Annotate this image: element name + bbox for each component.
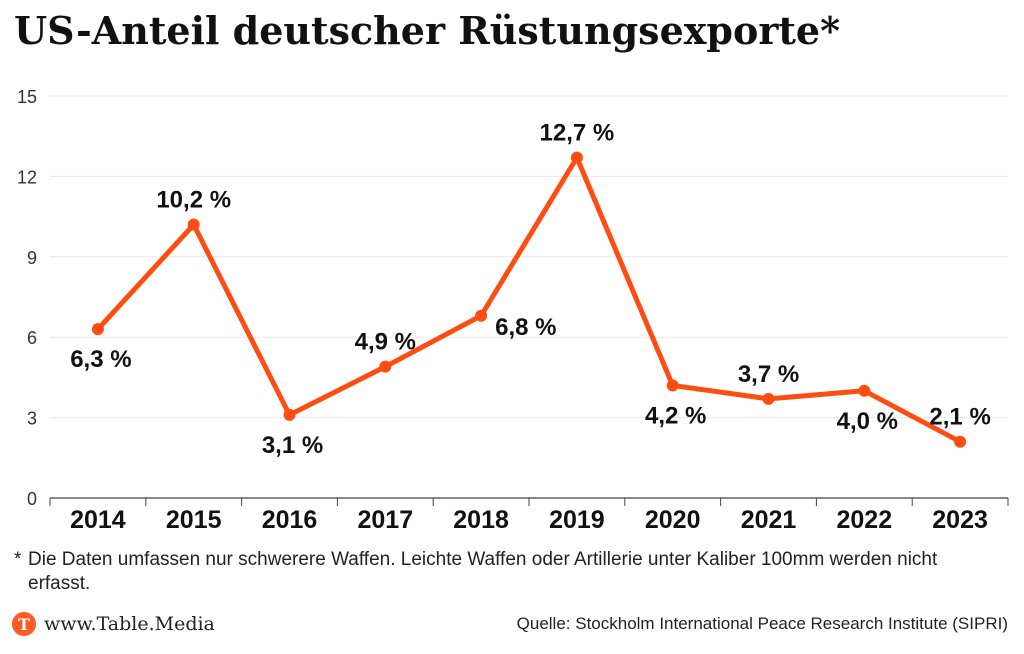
data-point-2016 [283, 408, 296, 421]
data-label-2015: 10,2 % [156, 187, 231, 214]
data-point-2021 [762, 392, 775, 405]
footer: T www.Table.Media Quelle: Stockholm Inte… [12, 612, 1008, 640]
brand-link[interactable]: www.Table.Media [44, 613, 215, 635]
data-label-2018: 6,8 % [495, 314, 556, 341]
x-tick-label-2022: 2022 [836, 506, 892, 534]
x-tick-label-2017: 2017 [357, 506, 413, 534]
gridlines [50, 95, 1008, 419]
data-label-2021: 3,7 % [738, 361, 799, 388]
data-label-2014: 6,3 % [70, 346, 131, 373]
y-tick-label-15: 15 [17, 87, 37, 107]
x-tick-label-2023: 2023 [932, 506, 988, 534]
data-label-2020: 4,2 % [645, 402, 706, 429]
footnote-text: Die Daten umfassen nur schwerere Waffen.… [28, 549, 938, 594]
footnote-marker: * [14, 549, 22, 570]
y-tick-label-3: 3 [27, 409, 37, 429]
x-axis: 2014 2015 2016 2017 2018 2019 2020 2021 2022 2023 [49, 497, 1009, 534]
source-note: Quelle: Stockholm International Peace Re… [516, 614, 1008, 633]
data-point-2014 [91, 323, 104, 336]
x-tick-label-2020: 2020 [645, 506, 701, 534]
data-points [91, 151, 967, 448]
x-tick-label-2015: 2015 [166, 506, 222, 534]
data-label-2016: 3,1 % [262, 432, 323, 459]
data-point-2023 [954, 435, 967, 448]
data-label-2019: 12,7 % [540, 120, 615, 147]
data-point-2020 [666, 379, 679, 392]
data-labels: 6,3 % 10,2 % 3,1 % 4,9 % 6,8 % 12,7 % 4,2 % 3,7… [70, 120, 991, 459]
data-point-2015 [187, 218, 200, 231]
data-point-2018 [475, 309, 488, 322]
table-media-logo-icon: T [12, 612, 36, 636]
brand[interactable]: T www.Table.Media [12, 612, 215, 636]
footnote: * Die Daten umfassen nur schwerere Waffe… [14, 548, 1004, 596]
data-label-2022: 4,0 % [837, 408, 898, 435]
y-tick-label-0: 0 [27, 489, 37, 509]
chart-title: US-Anteil deutscher Rüstungsexporte* [14, 8, 840, 53]
data-point-2019 [570, 151, 583, 164]
data-point-2017 [379, 360, 392, 373]
y-axis: 0 3 6 9 12 15 [17, 87, 37, 509]
line-chart: 0 3 6 9 12 15 2014 2015 2016 2017 2018 2019 2020 202… [17, 87, 1009, 534]
x-tick-label-2019: 2019 [549, 506, 605, 534]
y-tick-label-12: 12 [17, 167, 37, 187]
data-label-2023: 2,1 % [929, 404, 990, 431]
x-tick-label-2018: 2018 [453, 506, 509, 534]
x-tick-label-2014: 2014 [70, 506, 126, 534]
data-label-2017: 4,9 % [355, 329, 416, 356]
x-tick-label-2021: 2021 [741, 506, 797, 534]
data-point-2022 [858, 384, 871, 397]
y-tick-label-6: 6 [27, 328, 37, 348]
y-tick-label-9: 9 [27, 248, 37, 268]
series-line [95, 155, 963, 445]
x-tick-label-2016: 2016 [262, 506, 318, 534]
series-polyline [95, 155, 963, 445]
